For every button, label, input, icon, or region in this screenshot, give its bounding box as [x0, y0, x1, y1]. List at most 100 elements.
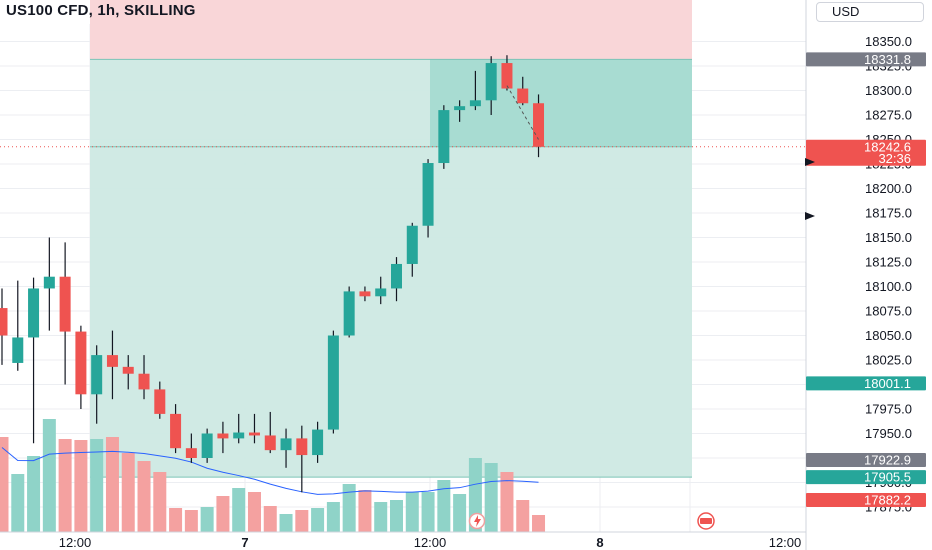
volume-bar	[358, 490, 372, 532]
candle-body[interactable]	[327, 335, 339, 430]
projection-line	[506, 85, 539, 140]
volume-bar	[11, 474, 25, 532]
volume-bar	[216, 496, 230, 532]
price-tick-label: 18275.0	[865, 108, 912, 123]
volume-bar	[295, 510, 309, 532]
volume-bar	[90, 439, 104, 532]
candle-body[interactable]	[422, 163, 434, 226]
countdown-label: 32:36	[878, 151, 911, 166]
volume-bar	[169, 508, 183, 532]
volume-bar	[500, 472, 514, 532]
price-label-box	[806, 139, 926, 166]
price-tick-label: 18100.0	[865, 279, 912, 294]
price-tick-label: 18075.0	[865, 304, 912, 319]
lightning-icon	[474, 515, 481, 527]
candle-body[interactable]	[201, 433, 213, 459]
candle-body[interactable]	[217, 433, 229, 439]
candle-body[interactable]	[485, 63, 497, 101]
price-label: 17905.5	[864, 470, 911, 485]
alert-arrow-icon[interactable]	[805, 158, 815, 166]
chart-title: US100 CFD, 1h, SKILLING	[6, 2, 196, 19]
price-tick-label: 17950.0	[865, 426, 912, 441]
price-label: 18001.1	[864, 376, 911, 391]
candle-body[interactable]	[154, 389, 166, 414]
candle-body[interactable]	[343, 291, 355, 336]
candle-body[interactable]	[59, 276, 71, 332]
candle-body[interactable]	[501, 63, 513, 89]
candle-body[interactable]	[28, 288, 40, 338]
price-label-box	[806, 453, 926, 468]
active-stop-zone	[430, 59, 692, 147]
candle-body[interactable]	[438, 110, 450, 164]
price-label-box	[806, 492, 926, 507]
price-label: 18331.8	[864, 52, 911, 67]
price-tick-label: 18300.0	[865, 83, 912, 98]
candle-body[interactable]	[296, 438, 308, 456]
candle-body[interactable]	[280, 438, 292, 451]
price-label-box	[806, 376, 926, 391]
price-tick-label: 17975.0	[865, 402, 912, 417]
volume-bar	[516, 500, 530, 532]
volume-bar	[279, 514, 293, 532]
candle-body[interactable]	[406, 225, 418, 264]
currency-selector[interactable]: USD	[816, 2, 924, 22]
volume-bar	[326, 502, 340, 532]
volume-bar	[42, 419, 56, 532]
volume-bar	[342, 484, 356, 532]
volume-bar	[263, 506, 277, 532]
alert-arrow-icon[interactable]	[805, 212, 815, 220]
candle-body[interactable]	[391, 263, 402, 289]
candle-body[interactable]	[264, 435, 276, 451]
price-label: 17882.2	[864, 492, 911, 507]
volume-bar	[58, 439, 72, 532]
price-tick-label: 18350.0	[865, 34, 912, 49]
candle-body[interactable]	[91, 355, 103, 395]
price-tick-label: 18150.0	[865, 230, 912, 245]
candle-body[interactable]	[12, 337, 24, 363]
candle-body[interactable]	[375, 288, 387, 297]
volume-bar	[437, 480, 451, 532]
candle-body[interactable]	[233, 432, 245, 439]
price-tick-label: 18125.0	[865, 255, 912, 270]
price-label: 17922.9	[864, 453, 911, 468]
price-tick-label: 18050.0	[865, 328, 912, 343]
price-tick-label: 18175.0	[865, 206, 912, 221]
volume-ma-line	[1, 447, 539, 495]
candle-body[interactable]	[312, 429, 324, 456]
stop-loss-zone[interactable]	[90, 0, 692, 60]
volume-bar	[200, 507, 214, 532]
candle-body[interactable]	[170, 413, 182, 449]
volume-bar	[532, 515, 546, 532]
volume-bar	[247, 492, 261, 532]
volume-bar	[74, 440, 88, 532]
candle-body[interactable]	[106, 355, 118, 367]
candle-body[interactable]	[0, 308, 8, 336]
candle-body[interactable]	[469, 100, 481, 107]
candle-body[interactable]	[359, 291, 371, 297]
volume-bar	[374, 502, 388, 532]
time-tick-label: 12:00	[769, 535, 802, 550]
volume-bar	[27, 456, 41, 532]
volume-bar	[184, 510, 198, 532]
volume-bar	[484, 463, 498, 532]
volume-bar	[137, 461, 151, 532]
volume-bar	[153, 472, 167, 532]
candle-body[interactable]	[454, 106, 466, 111]
price-label-box	[806, 52, 926, 67]
candle-body[interactable]	[43, 276, 55, 289]
volume-bar	[453, 494, 467, 532]
candle-body[interactable]	[185, 448, 197, 458]
volume-bar	[121, 453, 135, 532]
candle-body[interactable]	[517, 88, 529, 104]
candle-body[interactable]	[122, 366, 134, 374]
price-tick-label: 18200.0	[865, 181, 912, 196]
candle-body[interactable]	[138, 373, 150, 390]
candle-body[interactable]	[533, 103, 545, 147]
price-label: 18242.6	[864, 139, 911, 154]
time-tick-label: 8	[596, 535, 603, 550]
candle-body[interactable]	[248, 432, 260, 436]
candle-body[interactable]	[75, 331, 87, 395]
time-tick-label: 12:00	[59, 535, 92, 550]
